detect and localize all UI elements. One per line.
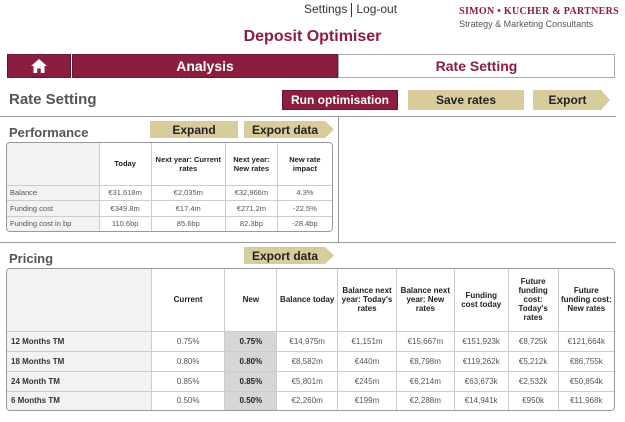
- table-cell: 4.3%: [276, 184, 332, 201]
- brand-name: SIMON • KUCHER & PARTNERS: [459, 6, 619, 17]
- table-cell: €50,854k: [557, 370, 614, 391]
- tab-rate-setting[interactable]: Rate Setting: [338, 54, 615, 78]
- table-cell: €2,288m: [395, 390, 455, 410]
- table-cell: 85.6bp: [150, 215, 226, 231]
- row-label: 12 Months TM: [7, 330, 152, 351]
- expand-button[interactable]: Expand: [150, 121, 238, 138]
- table-cell: 0.85%: [150, 370, 225, 391]
- new-rate-cell[interactable]: 0.85%: [224, 370, 277, 391]
- brand-tagline: Strategy & Marketing Consultants: [459, 19, 594, 29]
- table-cell: €2,035m: [150, 184, 226, 201]
- column-header: Current: [150, 269, 225, 331]
- performance-title: Performance: [9, 125, 89, 140]
- column-header: Funding cost today: [453, 269, 509, 331]
- new-rate-cell[interactable]: 0.80%: [224, 350, 277, 371]
- table-cell: €8,798m: [395, 350, 455, 371]
- pricing-title: Pricing: [9, 251, 54, 266]
- table-cell: €17.4m: [150, 200, 226, 217]
- table-row: Funding cost in bp 110.6bp 85.6bp 82.3bp…: [7, 215, 332, 231]
- new-rate-cell[interactable]: 0.75%: [224, 330, 277, 351]
- row-label: Funding cost: [7, 200, 100, 217]
- table-row: Funding cost €349.8m €17.4m €271.2m -22.…: [7, 200, 332, 217]
- table-cell: €63,673k: [453, 370, 509, 391]
- table-cell: -28.4bp: [276, 215, 332, 231]
- table-cell: €271.2m: [225, 200, 278, 217]
- new-rate-cell[interactable]: 0.50%: [224, 390, 277, 410]
- table-cell: €349.8m: [98, 200, 152, 217]
- table-cell: €2,260m: [276, 390, 338, 410]
- divider-middle: [0, 242, 616, 243]
- tab-analysis[interactable]: Analysis: [72, 54, 338, 78]
- table-cell: €245m: [337, 370, 397, 391]
- table-cell: €119,262k: [453, 350, 509, 371]
- pricing-export-data-button[interactable]: Export data: [244, 247, 334, 264]
- app-title: Deposit Optimiser: [243, 28, 382, 45]
- table-cell: €151,923k: [453, 330, 509, 351]
- table-row: 18 Months TM 0.80% 0.80% €8,582m €440m €…: [7, 350, 614, 371]
- save-rates-button[interactable]: Save rates: [408, 90, 524, 110]
- divider-vertical: [338, 116, 339, 242]
- column-header: Balance next year: Today's rates: [337, 269, 397, 331]
- column-header: Future funding cost: Today's rates: [507, 269, 559, 331]
- logout-link[interactable]: Log-out: [356, 2, 398, 16]
- table-cell: €14,975m: [276, 330, 338, 351]
- row-label: Balance: [7, 184, 100, 201]
- table-cell: 82.3bp: [225, 215, 278, 231]
- table-cell: €2,532k: [507, 370, 559, 391]
- table-cell: 0.50%: [150, 390, 225, 410]
- divider-top: [0, 116, 616, 117]
- column-header: New rate impact: [276, 143, 332, 185]
- column-header: New: [224, 269, 277, 331]
- table-cell: €31,618m: [98, 184, 152, 201]
- row-label: Funding cost in bp: [7, 215, 100, 231]
- table-cell: €5,212k: [507, 350, 559, 371]
- table-cell: -22.5%: [276, 200, 332, 217]
- table-row: 24 Month TM 0.85% 0.85% €5,801m €245m €6…: [7, 370, 614, 391]
- table-cell: 0.80%: [150, 350, 225, 371]
- table-cell: €440m: [337, 350, 397, 371]
- table-cell: 0.75%: [150, 330, 225, 351]
- nav-separator: [351, 2, 353, 17]
- column-header: Future funding cost: New rates: [557, 269, 614, 331]
- pricing-table: Current New Balance today Balance next y…: [6, 268, 615, 411]
- export-button[interactable]: Export: [533, 90, 610, 110]
- tab-home[interactable]: [7, 54, 71, 78]
- top-nav: Settings Log-out: [300, 2, 401, 17]
- column-header: Balance next year: New rates: [395, 269, 455, 331]
- main-tabs: Analysis Rate Setting: [7, 54, 615, 78]
- page-heading: Rate Setting: [9, 91, 97, 108]
- table-cell: €199m: [337, 390, 397, 410]
- table-row: Balance €31,618m €2,035m €32,966m 4.3%: [7, 184, 332, 201]
- row-label: 24 Month TM: [7, 370, 152, 391]
- column-header: Next year: New rates: [225, 143, 278, 185]
- column-header: Next year: Current rates: [150, 143, 226, 185]
- performance-export-data-button[interactable]: Export data: [244, 121, 334, 138]
- run-optimisation-button[interactable]: Run optimisation: [282, 90, 398, 110]
- table-cell: €8,582m: [276, 350, 338, 371]
- performance-table: Today Next year: Current rates Next year…: [6, 142, 333, 232]
- row-label: 18 Months TM: [7, 350, 152, 371]
- table-cell: €11,968k: [557, 390, 614, 410]
- column-header: Today: [98, 143, 152, 185]
- table-cell: €121,664k: [557, 330, 614, 351]
- table-cell: 110.6bp: [98, 215, 152, 231]
- home-icon: [31, 59, 47, 73]
- row-label: 6 Months TM: [7, 390, 152, 410]
- table-cell: €14,941k: [453, 390, 509, 410]
- table-cell: €6,214m: [395, 370, 455, 391]
- table-cell: €950k: [507, 390, 559, 410]
- table-cell: €5,801m: [276, 370, 338, 391]
- column-header: Balance today: [276, 269, 338, 331]
- brand-logo: SIMON • KUCHER & PARTNERS Strategy & Mar…: [459, 6, 619, 29]
- table-cell: €32,966m: [225, 184, 278, 201]
- table-cell: €1,151m: [337, 330, 397, 351]
- table-cell: €15,667m: [395, 330, 455, 351]
- table-cell: €8,725k: [507, 330, 559, 351]
- table-row: 6 Months TM 0.50% 0.50% €2,260m €199m €2…: [7, 390, 614, 410]
- table-cell: €86,755k: [557, 350, 614, 371]
- settings-link[interactable]: Settings: [304, 2, 348, 16]
- table-row: 12 Months TM 0.75% 0.75% €14,975m €1,151…: [7, 330, 614, 351]
- header-blank: [7, 143, 100, 185]
- header-blank: [7, 269, 152, 331]
